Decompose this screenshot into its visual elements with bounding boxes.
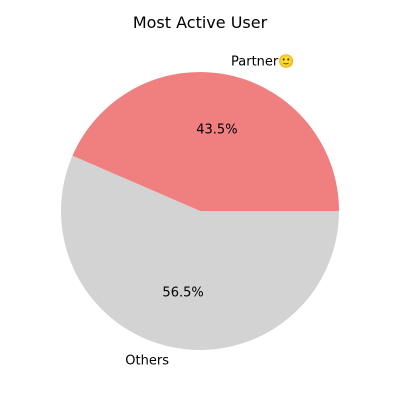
slice-label: Partner🙂 bbox=[231, 53, 294, 69]
pie-slice-others bbox=[61, 155, 339, 350]
pie-slices bbox=[61, 72, 340, 350]
chart-title: Most Active User bbox=[133, 13, 268, 32]
slice-label: Others bbox=[125, 354, 169, 369]
slice-percent-label: 43.5% bbox=[196, 122, 237, 137]
pie-labels: Partner🙂 43.5% Others 56.5% bbox=[125, 53, 294, 368]
pie-slice-partner bbox=[72, 72, 340, 212]
slice-percent-label: 56.5% bbox=[162, 286, 203, 301]
